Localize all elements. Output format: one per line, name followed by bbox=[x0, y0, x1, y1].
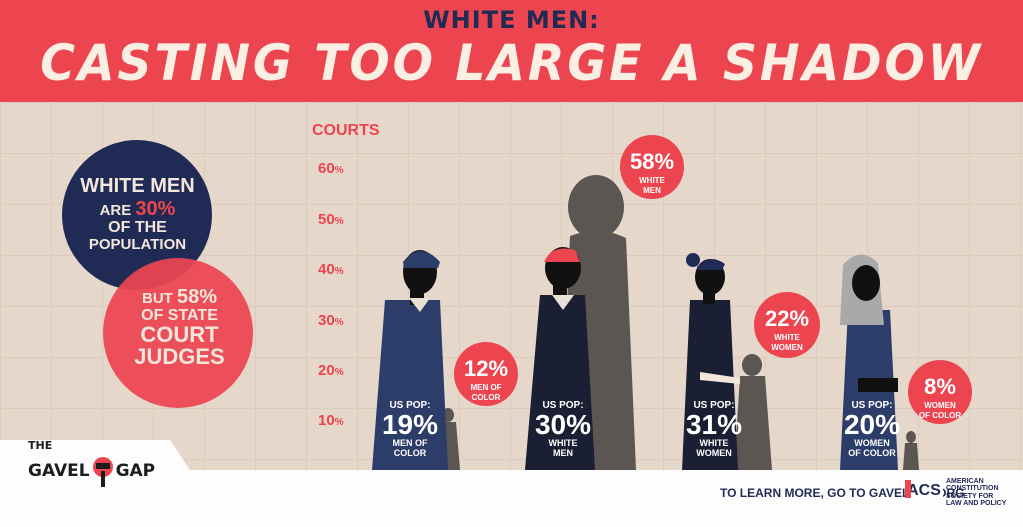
pop-label-men-of-color: US POP: 19% MEN OF COLOR bbox=[381, 400, 439, 458]
figure-men-of-color bbox=[372, 250, 448, 470]
judges-circle bbox=[103, 258, 253, 408]
pop-label-women-of-color: US POP: 20% WOMEN OF COLOR bbox=[843, 400, 901, 458]
brand-tab bbox=[0, 440, 190, 480]
court-bubble-men-of-color: 12% MEN OF COLOR bbox=[454, 342, 518, 406]
figure-women-of-color bbox=[840, 254, 898, 470]
court-bubble-white-women: 22% WHITE WOMEN bbox=[754, 292, 820, 358]
pop-label-white-women: US POP: 31% WHITE WOMEN bbox=[685, 400, 743, 458]
axis-tick: 30% bbox=[318, 312, 344, 329]
axis-tick: 20% bbox=[318, 362, 344, 379]
header-banner: WHITE MEN: CASTING TOO LARGE A SHADOW bbox=[0, 0, 1023, 102]
axis-tick: 60% bbox=[318, 160, 344, 177]
axis-tick: 40% bbox=[318, 261, 344, 278]
acs-mark: ACS bbox=[907, 482, 941, 498]
court-bubble-women-of-color: 8% WOMEN OF COLOR bbox=[908, 360, 972, 424]
axis-tick: 50% bbox=[318, 211, 344, 228]
axis-tick: 10% bbox=[318, 412, 344, 429]
header-title: CASTING TOO LARGE A SHADOW bbox=[40, 34, 983, 92]
gavel-icon bbox=[92, 457, 114, 487]
population-text: WHITE MEN ARE 30% OF THE POPULATION bbox=[80, 175, 195, 253]
figure-white-men bbox=[525, 247, 595, 470]
acs-text: AMERICAN CONSTITUTION SOCIETY FOR LAW AN… bbox=[946, 478, 1007, 508]
court-bubble-white-men: 58% WHITE MEN bbox=[620, 135, 684, 199]
brand-logo: THE GAVEL GAP bbox=[28, 440, 155, 487]
pop-label-white-men: US POP: 30% WHITE MEN bbox=[534, 400, 592, 458]
header-subtitle: WHITE MEN: bbox=[423, 6, 600, 34]
figure-white-women bbox=[682, 253, 740, 470]
shadow-women-of-color bbox=[903, 431, 919, 470]
acs-logo: ACS bbox=[905, 480, 943, 499]
judges-text: BUT 58% OF STATE COURT JUDGES bbox=[134, 286, 225, 369]
axis-title: COURTS bbox=[312, 122, 380, 139]
shadow-white-women bbox=[734, 354, 772, 470]
